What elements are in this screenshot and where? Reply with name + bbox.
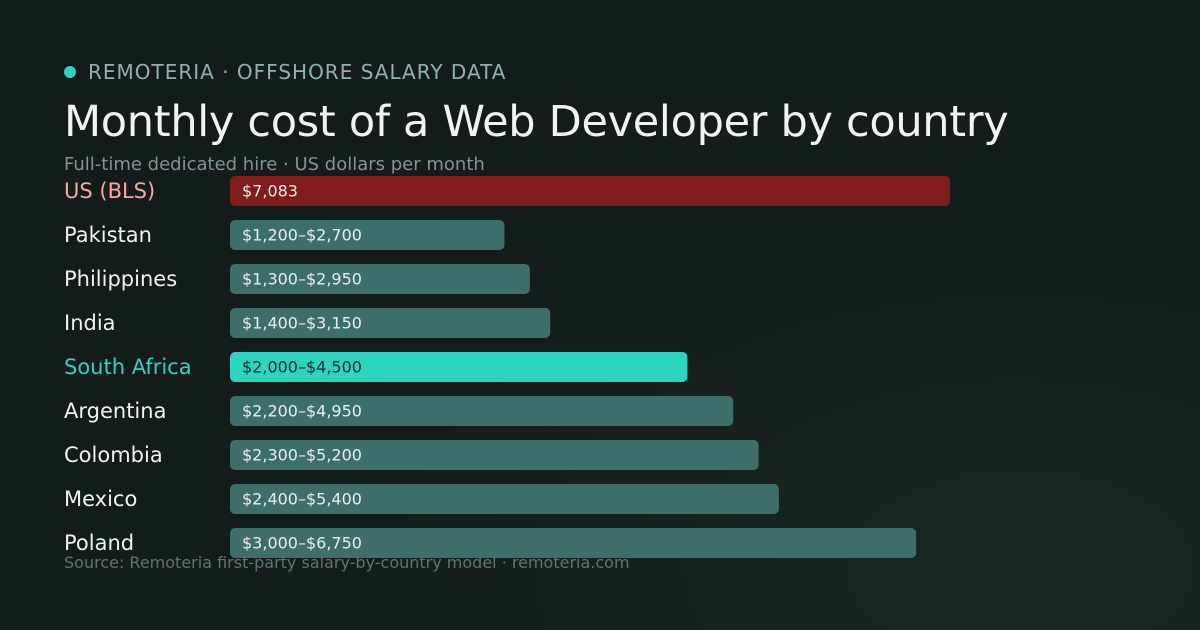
bar-value-label: $2,300–$5,200 bbox=[242, 446, 362, 465]
category-label: India bbox=[64, 311, 116, 335]
brand-header: REMOTERIA · OFFSHORE SALARY DATA bbox=[64, 60, 506, 84]
bar bbox=[230, 396, 734, 426]
bar-row: US (BLS) $7,083 bbox=[64, 176, 950, 206]
bar bbox=[230, 528, 917, 558]
brand-dot-icon bbox=[64, 66, 76, 78]
bar-value-label: $2,200–$4,950 bbox=[242, 402, 362, 421]
category-label: Colombia bbox=[64, 443, 163, 467]
bar-value-label: $2,000–$4,500 bbox=[242, 358, 362, 377]
category-label: South Africa bbox=[64, 355, 192, 379]
bar bbox=[230, 352, 688, 382]
bar-row: Pakistan $1,200–$2,700 bbox=[64, 220, 505, 250]
bar bbox=[230, 440, 759, 470]
bar-row: Mexico $2,400–$5,400 bbox=[64, 484, 779, 514]
bar bbox=[230, 176, 950, 206]
category-label: US (BLS) bbox=[64, 179, 155, 203]
bar-row: Colombia $2,300–$5,200 bbox=[64, 440, 759, 470]
bar-value-label: $7,083 bbox=[242, 182, 298, 201]
bar-row: Poland $3,000–$6,750 bbox=[64, 528, 917, 558]
category-label: Poland bbox=[64, 531, 134, 555]
bar bbox=[230, 308, 551, 338]
bar-row: South Africa $2,000–$4,500 bbox=[64, 352, 688, 382]
chart-subtitle: Full-time dedicated hire · US dollars pe… bbox=[64, 154, 485, 175]
bar bbox=[230, 484, 779, 514]
bar-row: India $1,400–$3,150 bbox=[64, 308, 551, 338]
bar-value-label: $1,200–$2,700 bbox=[242, 226, 362, 245]
category-label: Argentina bbox=[64, 399, 166, 423]
source-note: Source: Remoteria first-party salary-by-… bbox=[64, 553, 630, 572]
bar-row: Philippines $1,300–$2,950 bbox=[64, 264, 530, 294]
bar-value-label: $2,400–$5,400 bbox=[242, 490, 362, 509]
brand-text: REMOTERIA · OFFSHORE SALARY DATA bbox=[88, 60, 507, 84]
bar-value-label: $3,000–$6,750 bbox=[242, 534, 362, 553]
category-label: Philippines bbox=[64, 267, 177, 291]
chart-title: Monthly cost of a Web Developer by count… bbox=[64, 97, 1009, 147]
bar-value-label: $1,400–$3,150 bbox=[242, 314, 362, 333]
bar bbox=[230, 264, 530, 294]
bar-row: Argentina $2,200–$4,950 bbox=[64, 396, 734, 426]
category-label: Pakistan bbox=[64, 223, 152, 247]
bar-value-label: $1,300–$2,950 bbox=[242, 270, 362, 289]
bar bbox=[230, 220, 505, 250]
category-label: Mexico bbox=[64, 487, 137, 511]
